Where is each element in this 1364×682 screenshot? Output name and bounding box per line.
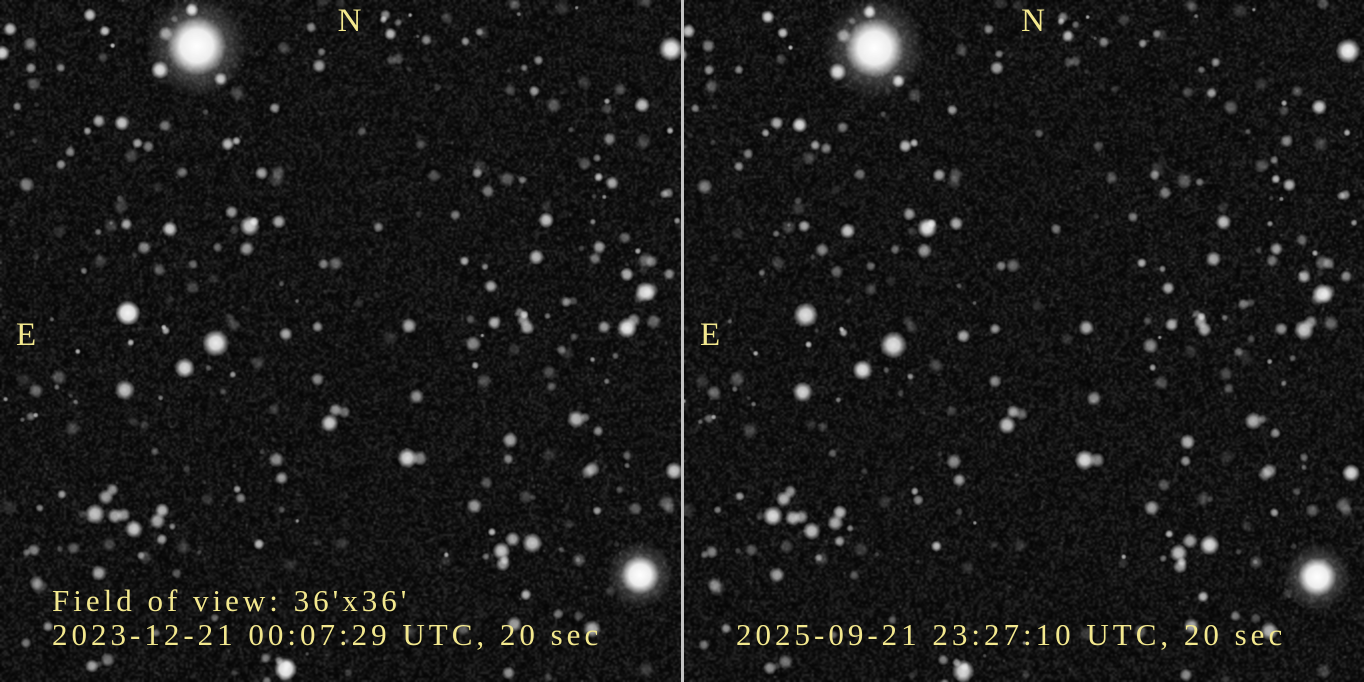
star-field-image-epoch-2 <box>684 0 1364 682</box>
exposure-timestamp-label: 2025-09-21 23:27:10 UTC, 20 sec <box>736 617 1287 652</box>
north-direction-label: N <box>1021 3 1045 39</box>
north-direction-label: N <box>337 3 362 39</box>
east-direction-label: E <box>16 317 37 353</box>
epoch-panel-2: N E 2025-09-21 23:27:10 UTC, 20 sec <box>684 0 1364 682</box>
star-field-image-epoch-1 <box>0 0 681 682</box>
east-direction-label: E <box>700 317 721 353</box>
field-of-view-label: Field of view: 36'x36' <box>52 583 411 618</box>
panel-divider <box>681 0 684 682</box>
image-caption: 2025-09-21 23:27:10 UTC, 20 sec <box>736 618 1286 652</box>
exposure-timestamp-label: 2023-12-21 00:07:29 UTC, 20 sec <box>52 617 603 652</box>
epoch-panel-1: N E Field of view: 36'x36' 2023-12-21 00… <box>0 0 681 682</box>
image-caption: Field of view: 36'x36' 2023-12-21 00:07:… <box>52 584 602 652</box>
